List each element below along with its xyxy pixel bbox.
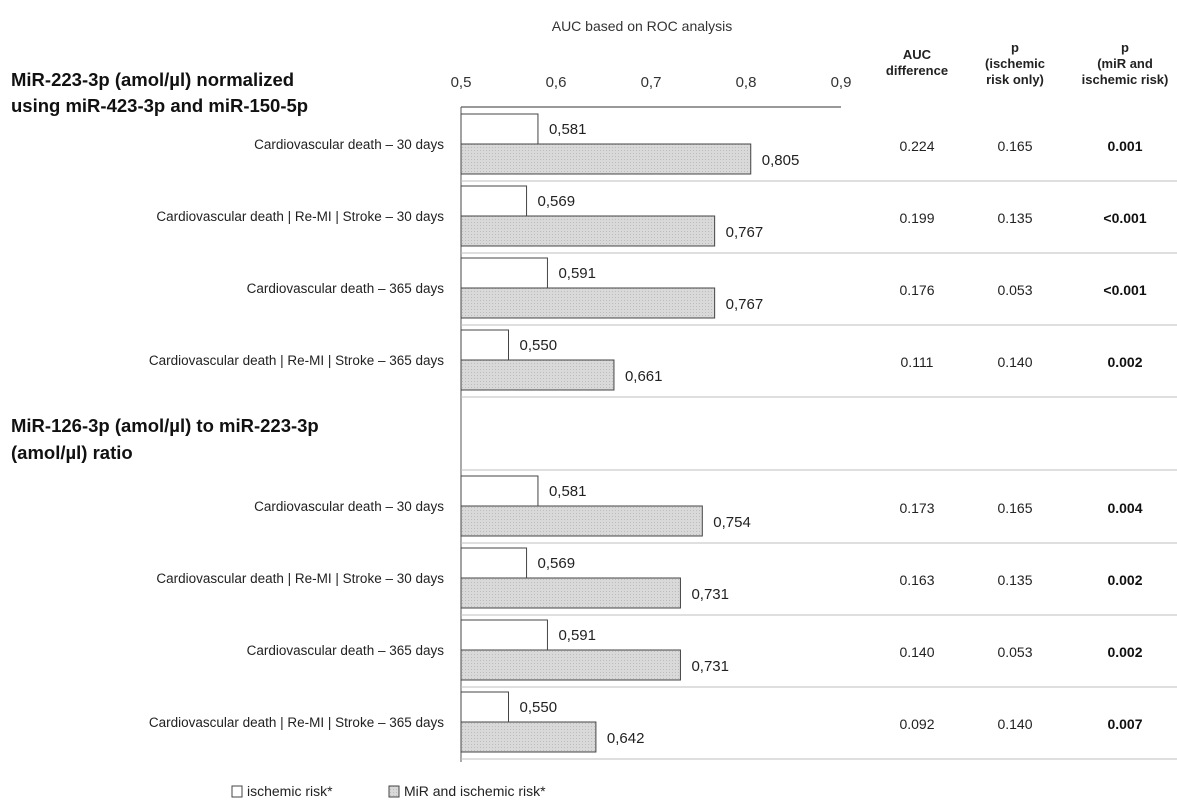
group-title-line: (amol/µl) ratio <box>11 442 133 463</box>
row-label: Cardiovascular death | Re-MI | Stroke – … <box>156 571 444 586</box>
bar-value-label: 0,581 <box>549 121 587 138</box>
bar-ischemic-risk <box>460 113 539 145</box>
bar-mir-ischemic-risk <box>460 143 752 175</box>
cell-p-ischemic: 0.140 <box>997 354 1032 370</box>
cell-p-mir: 0.002 <box>1107 354 1142 370</box>
chart-title: AUC based on ROC analysis <box>552 18 733 34</box>
cell-auc-difference: 0.176 <box>899 282 934 298</box>
group-title-line: using miR-423-3p and miR-150-5p <box>11 95 308 116</box>
legend: ischemic risk* MiR and ischemic risk* <box>231 783 546 799</box>
p-mir-header-line: ischemic risk) <box>1082 72 1169 87</box>
bar-mir-ischemic-risk <box>460 505 703 537</box>
legend-label: MiR and ischemic risk* <box>404 783 546 799</box>
p-ischemic-header-line: risk only) <box>986 72 1044 87</box>
legend-label: ischemic risk* <box>247 783 333 799</box>
cell-p-ischemic: 0.165 <box>997 500 1032 516</box>
cell-p-mir: 0.002 <box>1107 572 1142 588</box>
cell-p-mir: 0.004 <box>1107 500 1142 516</box>
cell-p-ischemic: 0.135 <box>997 572 1032 588</box>
bar-ischemic-risk <box>460 691 509 723</box>
cell-p-ischemic: 0.140 <box>997 716 1032 732</box>
bar-ischemic-risk <box>460 329 509 361</box>
cell-p-ischemic: 0.135 <box>997 210 1032 226</box>
row-label: Cardiovascular death | Re-MI | Stroke – … <box>149 715 444 730</box>
cell-auc-difference: 0.092 <box>899 716 934 732</box>
legend-swatch <box>388 785 400 798</box>
row-label: Cardiovascular death – 365 days <box>247 643 445 658</box>
cell-auc-difference: 0.199 <box>899 210 934 226</box>
bar-value-label: 0,569 <box>538 555 576 572</box>
bar-mir-ischemic-risk <box>460 359 615 391</box>
group-title-line: MiR-223-3p (amol/µl) normalized <box>11 69 294 90</box>
bar-mir-ischemic-risk <box>460 287 716 319</box>
bar-ischemic-risk <box>460 185 528 217</box>
bar-mir-ischemic-risk <box>460 721 597 753</box>
group-title: MiR-223-3p (amol/µl) normalized using miR… <box>11 69 308 116</box>
cell-auc-difference: 0.111 <box>901 354 934 370</box>
x-tick-label: 0,5 <box>451 74 472 91</box>
bar-value-label: 0,642 <box>607 730 645 747</box>
bar-mir-ischemic-risk <box>460 577 681 609</box>
p-mir-header-line: (miR and <box>1097 56 1153 71</box>
bar-value-label: 0,767 <box>726 224 764 241</box>
bar-value-label: 0,581 <box>549 483 587 500</box>
bar-value-label: 0,550 <box>520 699 558 716</box>
bar-ischemic-risk <box>460 619 548 651</box>
cell-p-mir: 0.001 <box>1107 138 1142 154</box>
cell-p-ischemic: 0.165 <box>997 138 1032 154</box>
legend-swatch <box>231 785 243 798</box>
bar-mir-ischemic-risk <box>460 649 681 681</box>
bar-value-label: 0,550 <box>520 337 558 354</box>
p-ischemic-header-line: p <box>1011 40 1019 55</box>
bar-ischemic-risk <box>460 475 539 507</box>
auc-difference-header-line: AUC <box>903 47 932 62</box>
row-label: Cardiovascular death – 30 days <box>254 499 444 514</box>
group-title-line: MiR-126-3p (amol/µl) to miR-223-3p <box>11 415 319 436</box>
x-tick-label: 0,8 <box>736 74 757 91</box>
auc-difference-header: AUC difference <box>886 47 948 78</box>
bar-value-label: 0,591 <box>558 627 596 644</box>
p-mir-header-line: p <box>1121 40 1129 55</box>
p-ischemic-header-line: (ischemic <box>985 56 1045 71</box>
row-label: Cardiovascular death – 365 days <box>247 281 445 296</box>
auc-difference-header-line: difference <box>886 63 948 78</box>
row-label: Cardiovascular death | Re-MI | Stroke – … <box>149 353 444 368</box>
bar-mir-ischemic-risk <box>460 215 716 247</box>
bar-value-label: 0,569 <box>538 193 576 210</box>
bar-value-label: 0,591 <box>558 265 596 282</box>
bar-value-label: 0,754 <box>713 514 751 531</box>
cell-p-mir: 0.007 <box>1107 716 1142 732</box>
cell-p-ischemic: 0.053 <box>997 282 1032 298</box>
x-tick-label: 0,9 <box>831 74 852 91</box>
cell-auc-difference: 0.224 <box>899 138 934 154</box>
group-title: MiR-126-3p (amol/µl) to miR-223-3p (amol/… <box>11 415 319 463</box>
p-ischemic-header: p (ischemic risk only) <box>985 40 1045 87</box>
cell-auc-difference: 0.173 <box>899 500 934 516</box>
chart-rows: MiR-223-3p (amol/µl) normalized using miR… <box>11 69 1177 760</box>
cell-auc-difference: 0.140 <box>899 644 934 660</box>
bar-value-label: 0,661 <box>625 368 663 385</box>
bar-value-label: 0,767 <box>726 296 764 313</box>
bar-ischemic-risk <box>460 547 528 579</box>
cell-auc-difference: 0.163 <box>899 572 934 588</box>
x-tick-label: 0,7 <box>641 74 662 91</box>
cell-p-ischemic: 0.053 <box>997 644 1032 660</box>
bar-value-label: 0,731 <box>691 586 729 603</box>
row-label: Cardiovascular death – 30 days <box>254 137 444 152</box>
cell-p-mir: <0.001 <box>1103 210 1146 226</box>
row-label: Cardiovascular death | Re-MI | Stroke – … <box>156 209 444 224</box>
bar-value-label: 0,805 <box>762 152 800 169</box>
bar-value-label: 0,731 <box>691 658 729 675</box>
p-mir-header: p (miR and ischemic risk) <box>1082 40 1169 87</box>
cell-p-mir: 0.002 <box>1107 644 1142 660</box>
x-tick-label: 0,6 <box>546 74 567 91</box>
bar-ischemic-risk <box>460 257 548 289</box>
cell-p-mir: <0.001 <box>1103 282 1146 298</box>
